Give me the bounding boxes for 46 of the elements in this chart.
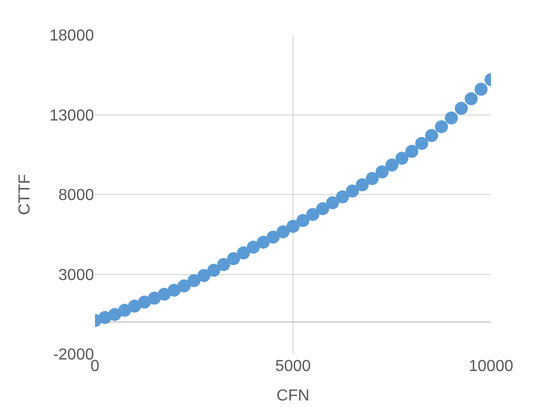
point: [188, 274, 200, 288]
point: [197, 269, 210, 282]
point: [435, 120, 448, 134]
point: [474, 82, 488, 96]
point: [316, 202, 330, 216]
point: [148, 292, 161, 305]
point: [256, 236, 270, 249]
y-tick-label: 3000: [58, 266, 94, 284]
point: [286, 220, 300, 233]
x-tick-label: 5000: [275, 358, 311, 375]
point: [454, 102, 468, 115]
point: [425, 128, 438, 142]
point: [207, 264, 220, 277]
y-tick-label: 8000: [58, 187, 94, 204]
point: [276, 225, 290, 238]
y-tick-label: 18000: [50, 28, 94, 45]
point: [128, 300, 142, 313]
point: [227, 252, 240, 266]
point: [405, 144, 418, 158]
point: [306, 208, 320, 221]
y-axis-title: CTTF: [16, 174, 34, 215]
x-tick-label: 0: [90, 358, 100, 375]
y-tick-label: 13000: [50, 107, 94, 124]
point: [108, 308, 122, 321]
point: [346, 184, 359, 198]
point: [237, 246, 250, 260]
point: [366, 172, 379, 186]
point: [217, 258, 230, 272]
point: [138, 296, 151, 309]
point: [464, 92, 478, 106]
point: [415, 136, 428, 150]
point: [386, 158, 398, 172]
point: [246, 240, 260, 254]
point: [168, 284, 181, 297]
x-tick-label: 10000: [468, 358, 514, 375]
point: [444, 111, 458, 124]
point: [296, 214, 310, 227]
point: [336, 190, 349, 204]
point: [356, 178, 369, 192]
point: [395, 152, 408, 165]
point: [118, 304, 132, 317]
x-axis-title: CFN: [276, 388, 310, 405]
point: [326, 196, 340, 210]
point: [178, 279, 191, 292]
point: [266, 230, 280, 244]
point: [376, 165, 389, 178]
